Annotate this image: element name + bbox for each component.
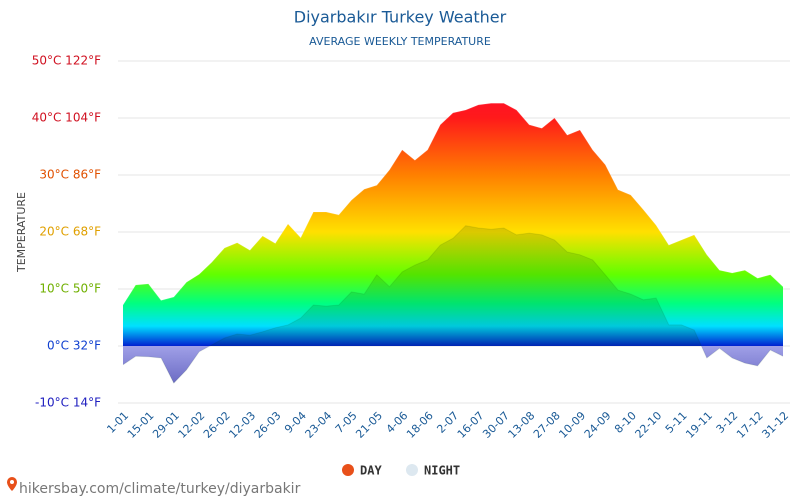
x-tick-label: 22-10: [633, 409, 665, 441]
x-tick-label: 12-03: [226, 409, 258, 441]
y-tick-label: 10°C 50°F: [39, 282, 101, 296]
legend-swatch: [342, 464, 354, 476]
area-line: [122, 102, 784, 306]
legend-label: NIGHT: [424, 464, 460, 478]
x-tick-label: 26-02: [201, 409, 233, 441]
x-tick-label: 19-11: [683, 409, 715, 441]
chart-title: Diyarbakır Turkey Weather: [294, 8, 507, 27]
y-tick-label: 50°C 122°F: [32, 54, 101, 68]
area-fill: [123, 225, 783, 384]
y-tick-label: 20°C 68°F: [39, 225, 101, 239]
x-tick-label: 10-09: [556, 409, 588, 441]
chart-subtitle: AVERAGE WEEKLY TEMPERATURE: [309, 35, 491, 48]
x-tick-label: 13-08: [506, 409, 538, 441]
x-tick-label: 18-06: [404, 409, 436, 441]
x-tick-label: 29-01: [150, 409, 182, 441]
pin-dot: [10, 480, 14, 484]
x-tick-label: 30-07: [480, 409, 512, 441]
y-axis-label: TEMPERATURE: [15, 192, 28, 273]
y-tick-label: 0°C 32°F: [47, 339, 101, 353]
y-tick-label: 30°C 86°F: [39, 168, 101, 182]
x-tick-label: 21-05: [353, 409, 385, 441]
x-tick-label: 17-12: [734, 409, 766, 441]
x-tick-label: 15-01: [125, 409, 157, 441]
x-tick-label: 16-07: [455, 409, 487, 441]
x-tick-label: 12-02: [176, 409, 208, 441]
x-tick-label: 24-09: [582, 409, 614, 441]
x-tick-label: 27-08: [531, 409, 563, 441]
area-line: [122, 225, 784, 384]
y-tick-label: 40°C 104°F: [32, 111, 101, 125]
source-text: hikersbay.com/climate/turkey/diyarbakir: [19, 481, 301, 497]
y-tick-label: -10°C 14°F: [35, 396, 101, 410]
x-tick-label: 26-03: [252, 409, 284, 441]
source: hikersbay.com/climate/turkey/diyarbakir: [7, 477, 301, 497]
legend-swatch: [406, 464, 418, 476]
area-fill: [123, 103, 783, 346]
x-tick-label: 23-04: [303, 409, 335, 441]
legend-label: DAY: [360, 464, 382, 478]
x-tick-label: 31-12: [759, 409, 791, 441]
